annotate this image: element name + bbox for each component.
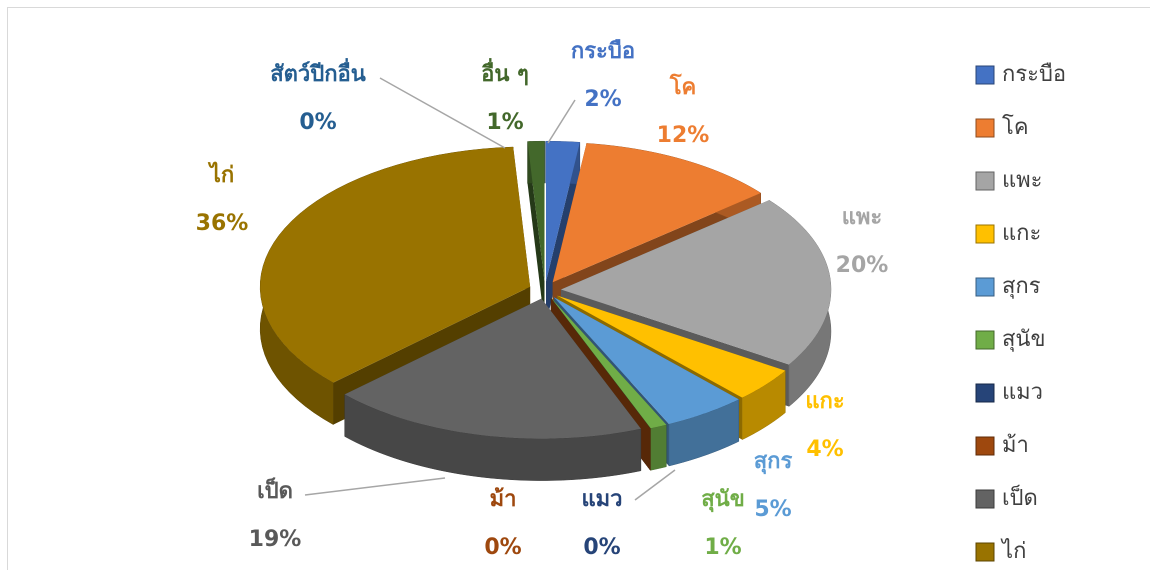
data-label-value: 19% xyxy=(249,527,302,552)
legend-label: สุกร xyxy=(1002,274,1041,299)
data-label-value: 2% xyxy=(584,87,621,112)
data-label-value: 36% xyxy=(196,211,249,236)
data-label-value: 5% xyxy=(754,497,791,522)
slice xyxy=(527,141,545,282)
legend-swatch xyxy=(975,171,995,191)
data-label-name: แมว xyxy=(581,487,622,512)
data-label-value: 1% xyxy=(704,535,741,560)
data-label-name: อื่น ๆ xyxy=(481,57,529,87)
legend-swatch xyxy=(975,542,995,562)
leader-line xyxy=(547,99,576,144)
legend-swatch xyxy=(975,436,995,456)
leader-line xyxy=(634,469,676,501)
legend-label: สุนัข xyxy=(1002,327,1046,352)
legend-label: แมว xyxy=(1002,380,1043,405)
data-label-name: กระบือ xyxy=(571,39,635,64)
slice-side xyxy=(668,398,740,467)
data-label-value: 0% xyxy=(299,110,336,135)
data-label-name: สุกร xyxy=(754,449,793,475)
legend-swatch xyxy=(975,277,995,297)
data-label-value: 0% xyxy=(583,535,620,560)
data-label-value: 0% xyxy=(484,535,521,560)
data-label-name: สุนัข xyxy=(701,487,745,513)
data-label-name: แกะ xyxy=(805,389,844,414)
slice xyxy=(546,141,580,282)
legend-swatch xyxy=(975,118,995,138)
slice xyxy=(560,200,831,365)
leader-line xyxy=(304,477,446,496)
slice-side xyxy=(650,424,667,471)
data-label-name: แพะ xyxy=(842,205,883,230)
legend-label: แกะ xyxy=(1002,221,1041,246)
legend-swatch xyxy=(975,330,995,350)
slice-side xyxy=(741,370,786,441)
legend-label: กระบือ xyxy=(1002,62,1066,87)
legend-label: เป็ด xyxy=(1002,483,1038,511)
data-label-value: 4% xyxy=(806,437,843,462)
data-label-name: ไก่ xyxy=(208,161,234,188)
slice xyxy=(557,295,786,398)
data-label-name: เป็ด xyxy=(257,476,293,504)
data-label-value: 20% xyxy=(836,253,889,278)
slice-wall xyxy=(527,141,545,324)
slice xyxy=(552,143,761,283)
data-label-value: 12% xyxy=(657,123,710,148)
legend-swatch xyxy=(975,224,995,244)
legend-swatch xyxy=(975,489,995,509)
slice xyxy=(553,297,739,424)
legend-label: โค xyxy=(1002,114,1029,140)
legend-label: แพะ xyxy=(1002,168,1043,193)
legend-label: ไก่ xyxy=(1000,538,1026,564)
slice xyxy=(260,147,531,383)
leader-line xyxy=(379,77,506,149)
legend-swatch xyxy=(975,383,995,403)
chart-border xyxy=(7,7,1150,570)
data-label-name: ม้า xyxy=(490,487,517,512)
legend-label: ม้า xyxy=(1002,433,1029,458)
data-label-value: 1% xyxy=(486,110,523,135)
data-label-name: โค xyxy=(669,73,697,100)
slice xyxy=(344,298,641,439)
slice xyxy=(551,298,667,429)
legend-swatch xyxy=(975,65,995,85)
slice-tops xyxy=(260,141,831,439)
data-label-name: สัตว์ปีกอื่น xyxy=(270,57,366,87)
